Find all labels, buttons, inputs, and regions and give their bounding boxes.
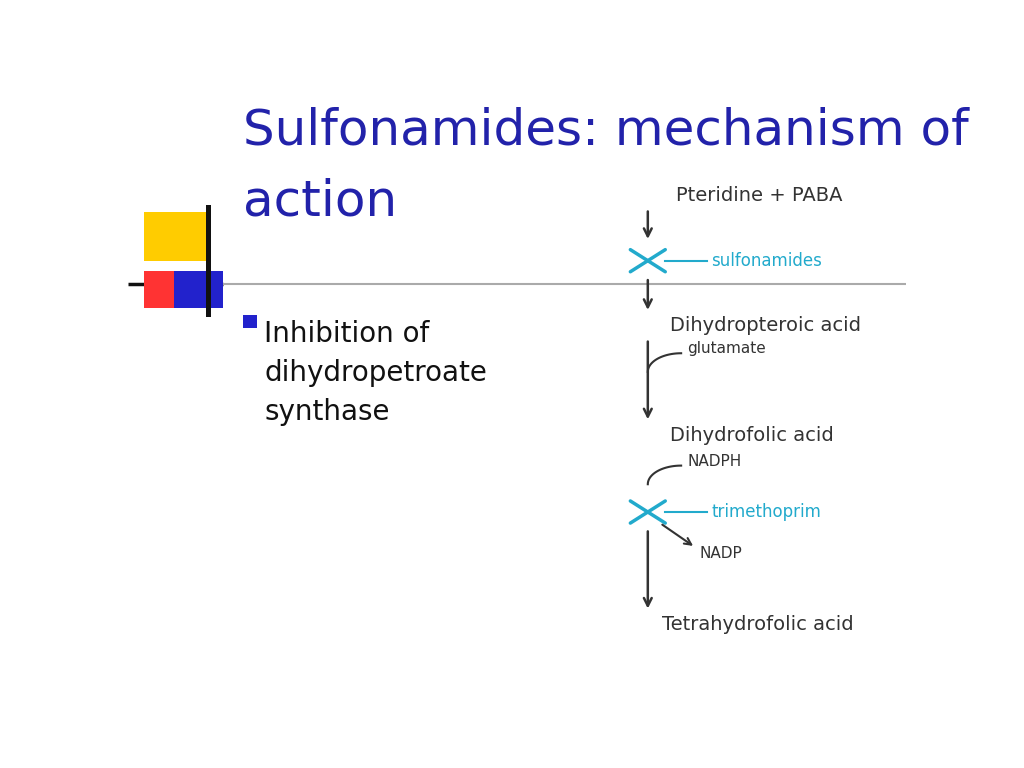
- Bar: [143, 212, 209, 260]
- Text: Tetrahydrofolic acid: Tetrahydrofolic acid: [663, 615, 854, 634]
- Text: Dihydropteroic acid: Dihydropteroic acid: [670, 316, 861, 336]
- Bar: [206, 204, 211, 317]
- Text: NADPH: NADPH: [687, 454, 741, 468]
- Text: Sulfonamides: mechanism of: Sulfonamides: mechanism of: [243, 107, 969, 155]
- Text: Pteridine + PABA: Pteridine + PABA: [676, 186, 842, 205]
- Text: Inhibition of
dihydropetroate
synthase: Inhibition of dihydropetroate synthase: [264, 320, 487, 426]
- Bar: [243, 315, 257, 327]
- Text: sulfonamides: sulfonamides: [712, 252, 822, 270]
- Bar: [143, 271, 194, 308]
- Text: glutamate: glutamate: [687, 342, 766, 356]
- Text: action: action: [243, 178, 397, 226]
- Bar: [174, 271, 223, 308]
- Text: Dihydrofolic acid: Dihydrofolic acid: [670, 425, 834, 445]
- Text: NADP: NADP: [699, 546, 742, 561]
- Text: trimethoprim: trimethoprim: [712, 503, 821, 521]
